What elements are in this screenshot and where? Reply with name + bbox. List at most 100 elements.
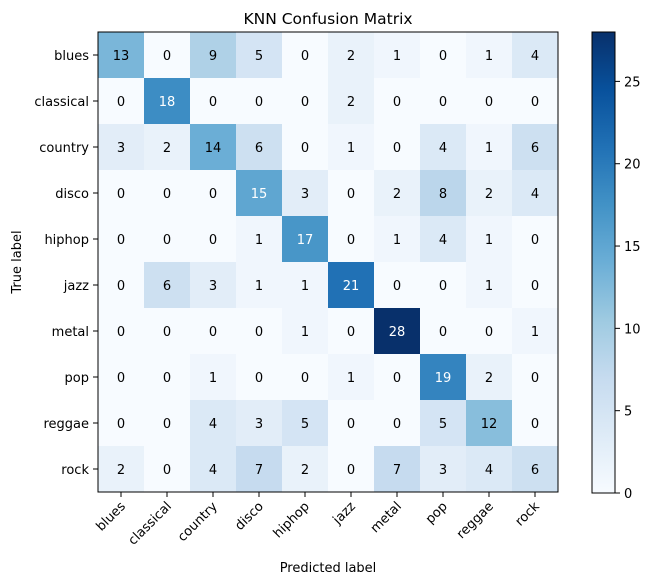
cell-value-label: 9 [209, 49, 217, 64]
y-axis-ticks: blues classical country disco hiphop jazz meta… [34, 49, 98, 478]
heatmap-cell [98, 124, 145, 171]
colorbar-tick-label: 10 [624, 322, 641, 337]
cell-value-label: 2 [485, 371, 493, 386]
heatmap-cell [144, 32, 191, 79]
cell-value-label: 2 [301, 463, 309, 478]
heatmap-cell [282, 308, 329, 355]
colorbar-tick-label: 20 [624, 158, 641, 173]
cell-value-label: 0 [163, 233, 171, 248]
cell-value-label: 1 [485, 233, 493, 248]
heatmap-cell [190, 170, 237, 217]
heatmap-cell [420, 446, 467, 493]
heatmap-cell [190, 32, 237, 79]
cell-value-label: 4 [485, 463, 493, 478]
cell-value-label: 17 [297, 233, 314, 248]
cell-value-label: 5 [439, 417, 447, 432]
colorbar-tick-label: 15 [624, 240, 641, 255]
cell-value-label: 0 [393, 371, 401, 386]
cell-value-label: 0 [393, 95, 401, 110]
cell-value-label: 18 [159, 95, 176, 110]
cell-value-label: 12 [481, 417, 498, 432]
heatmap-cell [466, 216, 513, 263]
heatmap-cell [512, 308, 559, 355]
heatmap-cell [98, 400, 145, 447]
y-tick-label: disco [55, 187, 89, 202]
heatmap-cell [374, 124, 421, 171]
cell-value-label: 0 [255, 325, 263, 340]
heatmap-cell [236, 124, 283, 171]
heatmap-cell [420, 400, 467, 447]
heatmap-cell [236, 262, 283, 309]
heatmap-cell [512, 262, 559, 309]
cell-value-label: 2 [347, 49, 355, 64]
heatmap-cell [466, 170, 513, 217]
heatmap-cell [512, 78, 559, 125]
cell-value-label: 1 [301, 325, 309, 340]
heatmap-cell [98, 170, 145, 217]
heatmap-cell [282, 400, 329, 447]
cell-value-label: 0 [347, 187, 355, 202]
heatmap-cell [420, 354, 467, 401]
cell-value-label: 0 [531, 279, 539, 294]
cell-value-label: 14 [205, 141, 222, 156]
heatmap-cell [282, 216, 329, 263]
cell-value-label: 0 [485, 325, 493, 340]
cell-value-label: 0 [347, 463, 355, 478]
cell-value-label: 2 [117, 463, 125, 478]
cell-value-label: 13 [113, 49, 130, 64]
cell-value-label: 2 [485, 187, 493, 202]
heatmap-cell [374, 308, 421, 355]
heatmap-cell [144, 446, 191, 493]
cell-value-label: 6 [531, 463, 539, 478]
x-tick-label: pop [423, 499, 451, 527]
heatmap-cell [190, 216, 237, 263]
heatmap-cell [190, 78, 237, 125]
cell-value-label: 4 [531, 49, 539, 64]
cell-value-label: 0 [163, 417, 171, 432]
cell-value-label: 0 [163, 325, 171, 340]
colorbar-tick-label: 0 [624, 487, 632, 502]
heatmap-cell [282, 354, 329, 401]
heatmap-cell [236, 400, 283, 447]
cell-value-label: 3 [255, 417, 263, 432]
cell-value-label: 5 [255, 49, 263, 64]
cell-value-label: 3 [117, 141, 125, 156]
cell-value-label: 0 [347, 417, 355, 432]
cell-value-label: 0 [485, 95, 493, 110]
heatmap-cell [144, 216, 191, 263]
heatmap-cell [374, 216, 421, 263]
cell-value-label: 2 [163, 141, 171, 156]
heatmap-cell [98, 216, 145, 263]
cell-value-label: 0 [301, 95, 309, 110]
cell-value-label: 0 [347, 233, 355, 248]
cell-value-label: 0 [117, 95, 125, 110]
heatmap-cell [98, 262, 145, 309]
heatmap-cell [328, 446, 375, 493]
heatmap-cell [190, 400, 237, 447]
cell-value-label: 0 [301, 371, 309, 386]
heatmap-cell [512, 124, 559, 171]
y-tick-label: jazz [63, 279, 89, 294]
cell-value-label: 6 [531, 141, 539, 156]
colorbar-tick-label: 5 [624, 405, 632, 420]
heatmap-cell [236, 170, 283, 217]
cell-value-label: 0 [393, 417, 401, 432]
cell-value-label: 0 [439, 49, 447, 64]
cell-value-label: 5 [301, 417, 309, 432]
cell-value-label: 1 [209, 371, 217, 386]
cell-value-label: 0 [209, 95, 217, 110]
heatmap-cell [374, 32, 421, 79]
cell-value-label: 1 [255, 279, 263, 294]
y-tick-label: pop [65, 371, 89, 386]
cell-value-label: 21 [343, 279, 360, 294]
y-tick-label: hiphop [44, 233, 89, 248]
heatmap-cell [374, 354, 421, 401]
cell-value-label: 1 [393, 233, 401, 248]
heatmap-cell [374, 170, 421, 217]
heatmap-cell [374, 446, 421, 493]
y-tick-label: blues [54, 49, 89, 64]
heatmap-cell [328, 216, 375, 263]
cell-value-label: 1 [347, 141, 355, 156]
